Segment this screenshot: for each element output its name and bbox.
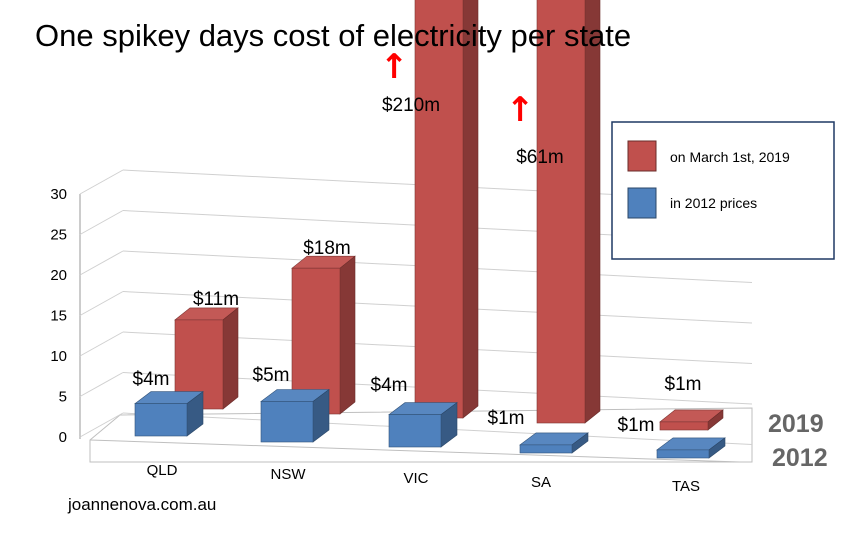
y-tick-label: 30: [50, 186, 67, 203]
gridline-diag: [79, 291, 124, 316]
y-tick-label: 0: [59, 429, 67, 446]
y-axis: 0 5 10 15 20 25 30: [50, 186, 67, 446]
x-tick-label: QLD: [147, 462, 178, 479]
x-tick-label: SA: [531, 474, 551, 491]
overflow-arrow-vic: ↑: [380, 47, 409, 87]
bars: [134, 0, 726, 459]
source-credit: joannenova.com.au: [67, 495, 216, 514]
data-label-2019-tas: $1m: [665, 374, 702, 395]
y-tick-label: 20: [50, 267, 67, 284]
depth-label-2019: 2019: [768, 410, 824, 438]
gridline-diag: [79, 331, 124, 357]
bar-2019-tas: [659, 409, 724, 431]
y-tick-label: 5: [59, 389, 67, 406]
data-label-2019-qld: $11m: [193, 289, 239, 310]
gridline-diag: [79, 250, 124, 276]
gridline-diag: [79, 210, 124, 235]
legend-label-2012: in 2012 prices: [670, 195, 757, 211]
x-tick-label: TAS: [672, 478, 700, 495]
data-label-2012-qld: $4m: [133, 369, 170, 390]
data-label-2019-vic: $210m: [382, 95, 440, 116]
data-label-2012-tas: $1m: [618, 415, 655, 436]
bar-2019-sa: [536, 0, 601, 424]
floor-front-edge: [89, 439, 741, 463]
y-tick-label: 25: [50, 227, 67, 244]
legend-label-2019: on March 1st, 2019: [670, 149, 790, 165]
bar-2012-qld: [134, 391, 204, 437]
bar-2012-nsw: [260, 388, 330, 443]
y-tick-label: 10: [50, 348, 67, 365]
data-labels: $11m $18m $210m $61m $1m $4m $5m $4m $1m $1m ↑ ↑: [133, 47, 702, 436]
gridline-diag: [79, 372, 124, 397]
data-label-2012-nsw: $5m: [253, 365, 290, 386]
data-label-2012-vic: $4m: [371, 375, 408, 396]
overflow-arrow-sa: ↑: [506, 90, 535, 130]
bar-2012-tas: [656, 437, 726, 459]
bar-2012-vic: [388, 402, 458, 448]
legend: on March 1st, 2019 in 2012 prices: [611, 121, 835, 260]
data-label-2012-sa: $1m: [488, 408, 525, 429]
gridline-diag: [79, 412, 124, 438]
chart-title: One spikey days cost of electricity per …: [35, 18, 631, 53]
depth-label-2012: 2012: [772, 444, 828, 472]
bar-2019-vic: [414, 0, 479, 419]
x-tick-label: VIC: [403, 470, 428, 487]
x-axis: QLD NSW VIC SA TAS: [147, 462, 700, 495]
gridline-diag: [79, 169, 124, 195]
x-tick-label: NSW: [271, 466, 307, 483]
y-tick-label: 15: [50, 308, 67, 325]
data-label-2019-nsw: $18m: [303, 238, 351, 259]
data-label-2019-sa: $61m: [516, 147, 564, 168]
legend-swatch-2019: [627, 140, 657, 172]
legend-swatch-2012: [627, 187, 657, 219]
bar-2012-sa: [519, 432, 589, 454]
